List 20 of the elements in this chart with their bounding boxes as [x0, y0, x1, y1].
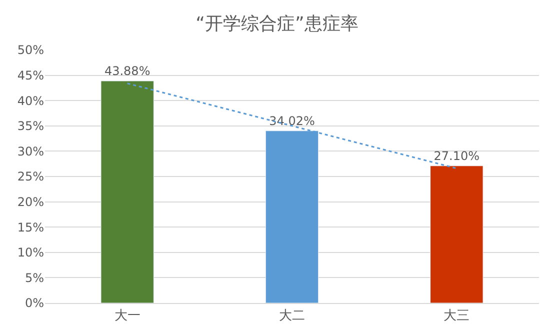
y-tick-label: 40%	[17, 94, 44, 108]
bar	[100, 80, 154, 303]
y-tick-label: 35%	[17, 119, 44, 134]
y-tick-label: 5%	[24, 270, 44, 285]
x-tick-label: 大二	[279, 308, 305, 324]
data-label: 34.02%	[269, 114, 315, 128]
y-tick-label: 15%	[17, 220, 44, 234]
chart-title: “开学综合症”患症率	[196, 13, 358, 34]
y-tick-label: 10%	[17, 246, 44, 260]
y-tick-label: 50%	[17, 43, 44, 58]
bar	[430, 166, 484, 303]
y-tick-label: 45%	[17, 68, 44, 82]
x-tick-label: 大三	[444, 308, 470, 324]
data-label: 43.88%	[104, 64, 150, 78]
y-tick-label: 25%	[17, 170, 44, 184]
x-tick-label: 大一	[114, 308, 140, 324]
y-tick-label: 30%	[17, 144, 44, 158]
data-label: 27.10%	[434, 148, 480, 163]
y-tick-label: 20%	[17, 195, 44, 209]
y-tick-label: 0%	[24, 296, 44, 310]
